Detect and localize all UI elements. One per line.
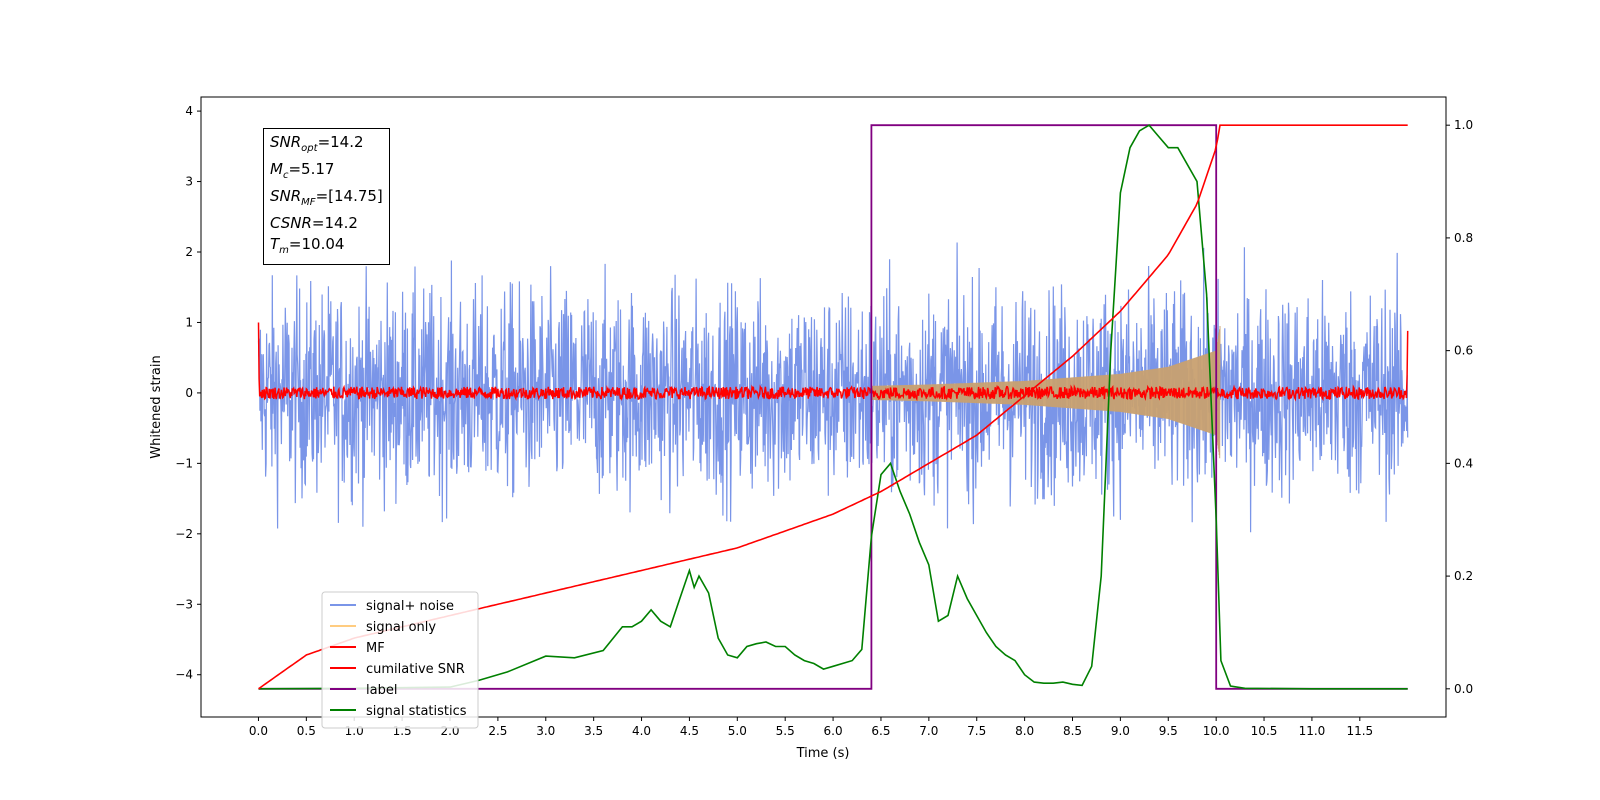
series-signal-statistics bbox=[258, 124, 1408, 690]
info-value: =14.2 bbox=[317, 133, 364, 151]
series-signal-noise bbox=[257, 242, 1409, 533]
info-subscript: opt bbox=[301, 143, 318, 154]
y2-tick-label: 0.8 bbox=[1454, 231, 1473, 245]
x-tick-label: 5.5 bbox=[776, 724, 795, 738]
y-tick-label: −3 bbox=[175, 597, 193, 611]
legend-box bbox=[321, 591, 479, 729]
info-box: SNRopt=14.2 Mc=5.17 SNRMF=[14.75] CSNR=14.2… bbox=[263, 128, 390, 265]
y-tick-label: 1 bbox=[185, 315, 193, 329]
x-tick-label: 0.0 bbox=[249, 724, 268, 738]
info-subscript: m bbox=[279, 245, 289, 256]
x-tick-label: 11.5 bbox=[1346, 724, 1373, 738]
plot-frame bbox=[200, 96, 1447, 718]
info-symbol: SNR bbox=[270, 133, 302, 151]
x-tick-label: 4.0 bbox=[632, 724, 651, 738]
y-tick-label: −1 bbox=[175, 456, 193, 470]
x-tick-label: 10.5 bbox=[1251, 724, 1278, 738]
legend-entry: label bbox=[366, 683, 397, 698]
y-tick-label: −2 bbox=[175, 527, 193, 541]
info-subscript: MF bbox=[301, 197, 316, 208]
x-tick-label: 3.0 bbox=[536, 724, 555, 738]
info-row: Mc=5.17 bbox=[270, 159, 383, 186]
x-tick-label: 6.5 bbox=[871, 724, 890, 738]
info-symbol: M bbox=[270, 160, 283, 178]
info-value: =[14.75] bbox=[315, 187, 383, 205]
y-tick-label: 2 bbox=[185, 245, 193, 259]
x-tick-label: 2.5 bbox=[488, 724, 507, 738]
legend: signal+ noise signal only MF cumilative SNR… bbox=[321, 591, 479, 729]
legend-entry: MF bbox=[366, 641, 385, 656]
info-value: =5.17 bbox=[288, 160, 335, 178]
info-value: =10.04 bbox=[288, 235, 345, 253]
x-axis: 0.0 0.5 1.0 1.5 2.0 2.5 3.0 3.5 4.0 4.5 5.0 5.5 6.0 6… bbox=[249, 717, 1373, 738]
y2-tick-label: 0.0 bbox=[1454, 682, 1473, 696]
x-tick-label: 3.5 bbox=[584, 724, 603, 738]
x-tick-label: 8.0 bbox=[1015, 724, 1034, 738]
y-tick-label: 4 bbox=[185, 104, 193, 118]
x-tick-label: 5.0 bbox=[728, 724, 747, 738]
x-tick-label: 7.0 bbox=[919, 724, 938, 738]
x-tick-label: 4.5 bbox=[680, 724, 699, 738]
y-tick-label: 3 bbox=[185, 175, 193, 189]
y-axis-left: 4 3 2 1 0 −1 −2 −3 −4 bbox=[175, 104, 201, 682]
y2-tick-label: 0.2 bbox=[1454, 569, 1473, 583]
info-row: CSNR=14.2 bbox=[270, 213, 383, 234]
info-row: Tm=10.04 bbox=[270, 234, 383, 261]
x-tick-label: 6.0 bbox=[824, 724, 843, 738]
y2-tick-label: 1.0 bbox=[1454, 118, 1473, 132]
info-symbol: CSNR bbox=[270, 214, 312, 232]
legend-entry: cumilative SNR bbox=[366, 662, 465, 677]
y2-tick-label: 0.6 bbox=[1454, 344, 1473, 358]
y-axis-label: Whitened strain bbox=[149, 355, 164, 458]
legend-entry: signal statistics bbox=[366, 704, 467, 719]
y-tick-label: 0 bbox=[185, 386, 193, 400]
x-tick-label: 7.5 bbox=[967, 724, 986, 738]
x-tick-label: 9.5 bbox=[1159, 724, 1178, 738]
y2-tick-label: 0.4 bbox=[1454, 456, 1473, 470]
info-subscript: c bbox=[282, 170, 289, 181]
info-symbol: SNR bbox=[270, 187, 302, 205]
info-row: SNRMF=[14.75] bbox=[270, 186, 383, 213]
info-row: SNRopt=14.2 bbox=[270, 132, 383, 159]
info-value: =14.2 bbox=[311, 214, 358, 232]
x-axis-label: Time (s) bbox=[796, 746, 850, 761]
x-tick-label: 10.0 bbox=[1203, 724, 1230, 738]
info-symbol: T bbox=[270, 235, 280, 253]
legend-entry: signal+ noise bbox=[366, 599, 454, 614]
x-tick-label: 9.0 bbox=[1111, 724, 1130, 738]
x-tick-label: 11.0 bbox=[1299, 724, 1326, 738]
x-tick-label: 8.5 bbox=[1063, 724, 1082, 738]
x-tick-label: 0.5 bbox=[297, 724, 316, 738]
y-axis-right: 1.0 0.8 0.6 0.4 0.2 0.0 bbox=[1446, 118, 1473, 696]
y-tick-label: −4 bbox=[175, 668, 193, 682]
legend-entry: signal only bbox=[366, 620, 436, 635]
